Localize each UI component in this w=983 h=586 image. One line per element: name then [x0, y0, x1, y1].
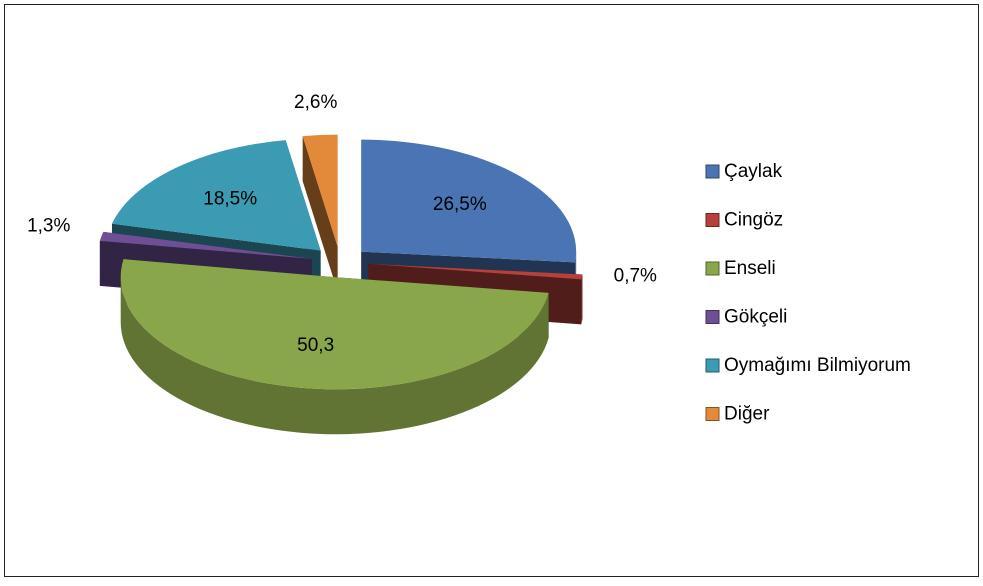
- slice-side: [302, 136, 338, 292]
- slice-wall: [581, 274, 583, 325]
- legend-label: Enseli: [724, 258, 776, 279]
- slice-wall: [120, 277, 549, 435]
- slice: [111, 140, 321, 251]
- slice: [361, 139, 577, 263]
- legend-label: Çaylak: [724, 161, 783, 182]
- data-label: 2,6%: [294, 92, 337, 113]
- legend-label: Oymağımı Bilmiyorum: [724, 355, 911, 376]
- legend-swatch: [705, 358, 720, 373]
- data-label: 1,3%: [27, 216, 70, 237]
- slice: [120, 259, 549, 390]
- data-label: 50,3: [297, 335, 334, 356]
- legend-swatch: [705, 164, 720, 179]
- slice: [99, 231, 312, 259]
- legend-label: Diğer: [724, 404, 770, 425]
- legend-swatch: [705, 407, 720, 421]
- slice: [302, 134, 338, 247]
- legend-swatch: [705, 261, 720, 276]
- slice: [368, 263, 583, 280]
- data-label: 26,5%: [433, 194, 487, 215]
- data-label: 18,5%: [203, 189, 257, 210]
- data-label: 0,7%: [614, 265, 657, 286]
- legend-label: Gökçeli: [724, 307, 787, 328]
- legend-swatch: [705, 213, 720, 227]
- legend-label: Cingöz: [724, 210, 783, 231]
- legend-swatch: [705, 310, 720, 324]
